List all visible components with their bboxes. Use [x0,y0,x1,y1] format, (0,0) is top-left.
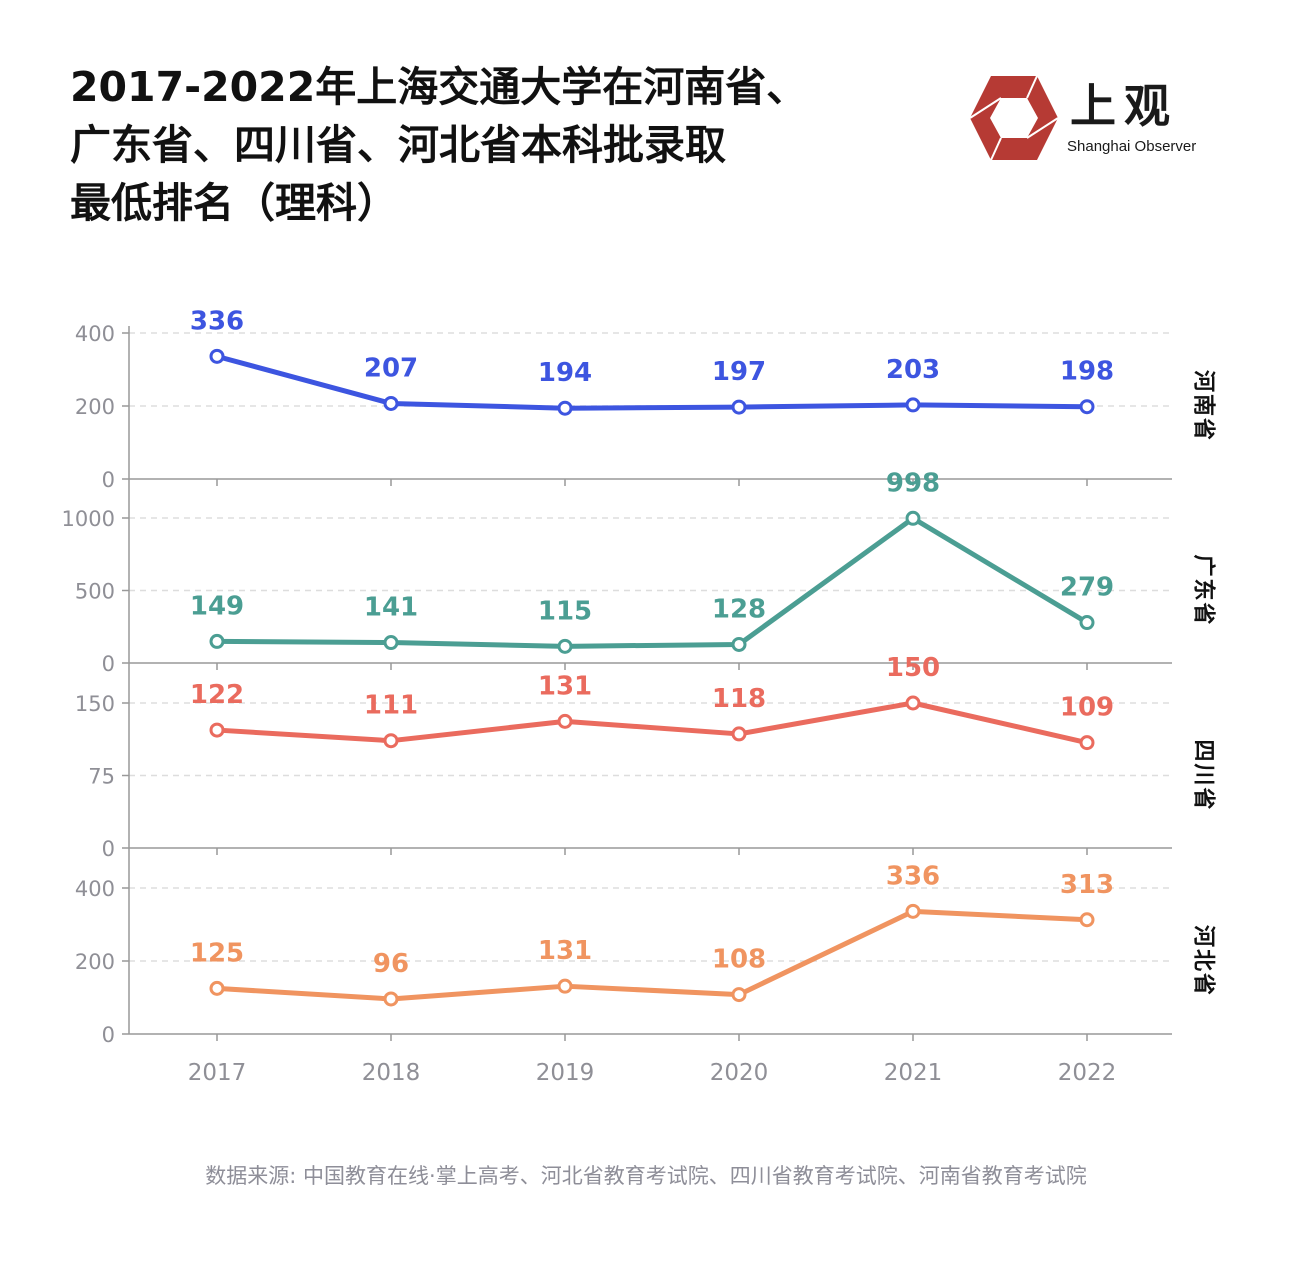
y-tick-label: 200 [75,950,115,974]
panel-label: 广东省 [1191,554,1217,626]
data-point [1079,735,1095,751]
data-point [209,980,225,996]
data-point [1079,912,1095,928]
title-line-1: 2017-2022年上海交通大学在河南省、 [70,63,808,111]
data-point [905,510,921,526]
data-point [731,399,747,415]
data-label: 115 [538,596,592,626]
data-point [905,397,921,413]
y-tick-label: 400 [75,877,115,901]
data-label: 198 [1060,357,1114,387]
data-label: 150 [886,653,940,683]
x-tick-label: 2019 [536,1060,595,1086]
data-point [557,400,573,416]
data-label: 122 [190,680,244,710]
data-point [557,978,573,994]
data-label: 108 [712,945,766,975]
data-label: 131 [538,671,592,701]
y-tick-label: 400 [75,322,115,346]
panel-label: 河南省 [1191,370,1216,442]
data-point [209,348,225,364]
data-label: 197 [712,357,766,387]
data-point [1079,399,1095,415]
data-label: 149 [190,591,244,621]
y-tick-label: 75 [88,765,115,789]
data-point [383,635,399,651]
panel-label: 四川省 [1191,739,1216,811]
series-line [214,700,1090,746]
data-point [557,713,573,729]
data-label: 109 [1060,693,1114,723]
data-label: 141 [364,593,418,623]
x-tick-label: 2020 [710,1060,769,1086]
y-tick-label: 1000 [62,507,115,531]
data-label: 131 [538,936,592,966]
data-point [383,733,399,749]
data-point [731,726,747,742]
chart-title: 2017-2022年上海交通大学在河南省、 广东省、四川省、河北省本科批录取 最… [70,58,870,232]
y-tick-label: 0 [102,1023,115,1047]
data-point [209,633,225,649]
y-tick-label: 150 [75,692,115,716]
x-tick-label: 2017 [188,1060,247,1086]
data-label: 207 [364,353,418,383]
data-label: 279 [1060,573,1114,603]
series-line [214,515,1090,649]
brand-logo: 上观 Shanghai Observer [968,74,1208,164]
data-label: 96 [373,949,409,979]
title-line-2: 广东省、四川省、河北省本科批录取 [70,121,726,169]
data-source-note: 数据来源: 中国教育在线·掌上高考、河北省教育考试院、四川省教育考试院、河南省教… [205,1164,1087,1188]
y-tick-label: 500 [75,580,115,604]
data-point [383,395,399,411]
series-line [214,353,1090,411]
x-tick-label: 2022 [1058,1060,1117,1086]
data-point [1079,615,1095,631]
panel-label: 河北省 [1191,925,1216,997]
y-tick-label: 0 [102,652,115,676]
axes: 0 200 400 0 500 1000 0 75 150 0 200 400 2017 2018 2019… [62,322,1172,1086]
data-point [383,991,399,1007]
data-label: 118 [712,684,766,714]
data-label: 313 [1060,870,1114,900]
data-label: 128 [712,594,766,624]
data-point [905,695,921,711]
data-label: 125 [190,938,244,968]
x-tick-label: 2018 [362,1060,421,1086]
series-line [214,908,1090,1002]
brand-name: 上观 [1070,79,1178,133]
data-label: 998 [886,468,940,498]
title-line-3: 最低排名（理科） [70,179,398,227]
x-tick-label: 2021 [884,1060,943,1086]
y-tick-label: 0 [102,468,115,492]
data-label: 194 [538,358,592,388]
data-label: 111 [364,691,418,721]
data-point [731,636,747,652]
data-point [731,987,747,1003]
data-label: 336 [886,861,940,891]
data-point [905,903,921,919]
hexagon-logo-icon [969,75,1059,161]
y-tick-label: 0 [102,837,115,861]
data-point [209,722,225,738]
data-label: 203 [886,355,940,385]
data-point [557,638,573,654]
y-tick-label: 200 [75,395,115,419]
data-label: 336 [190,306,244,336]
brand-english-name: Shanghai Observer [1067,138,1197,155]
